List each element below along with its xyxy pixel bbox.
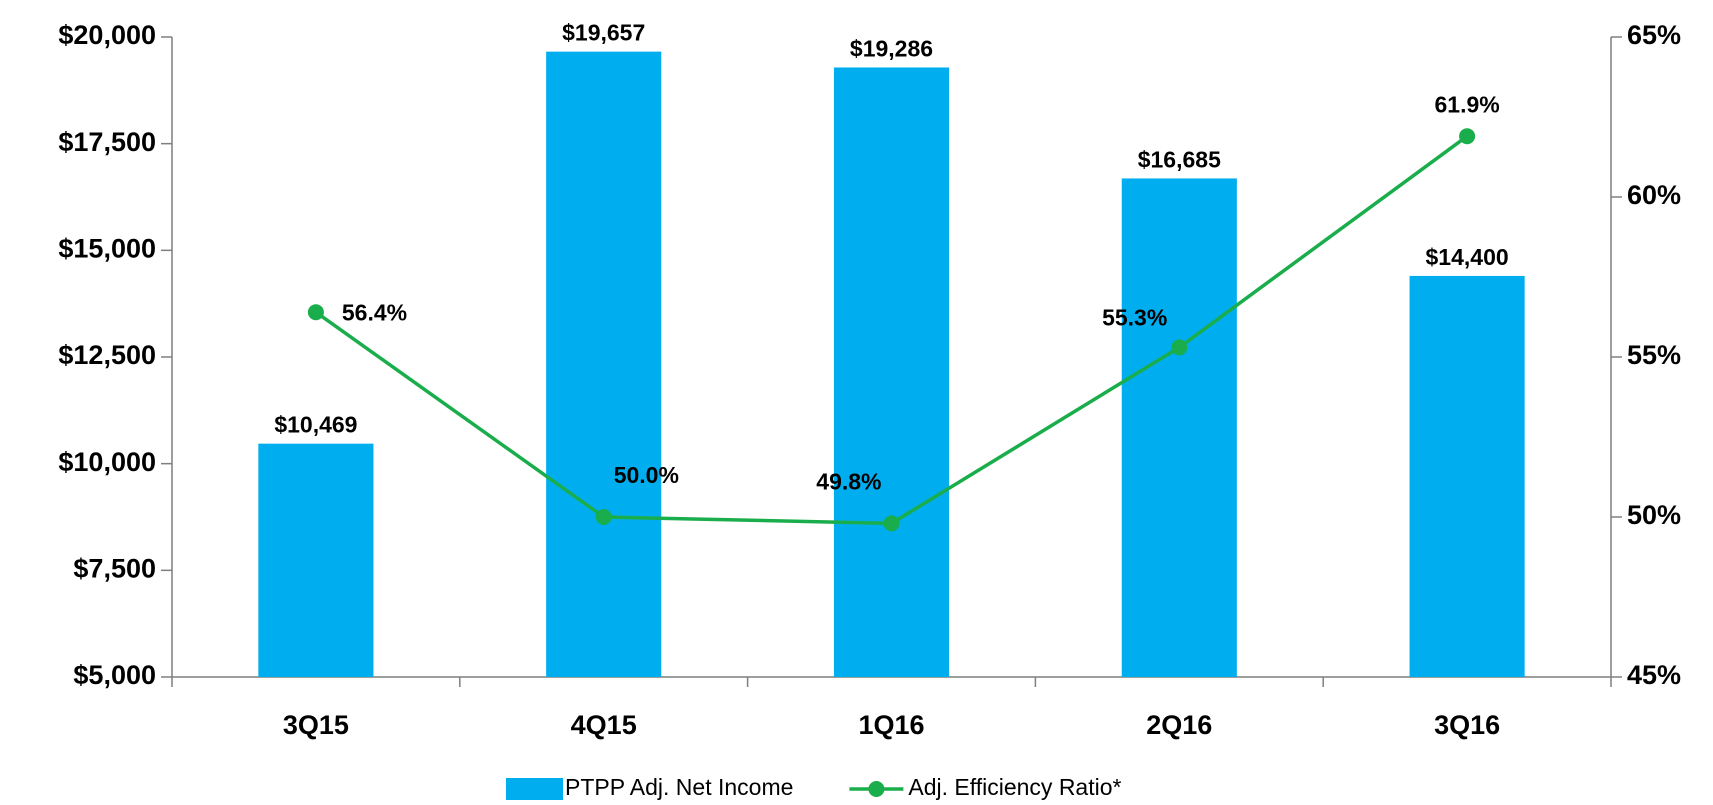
bar (1409, 275, 1525, 677)
y-tick-label: $17,500 (58, 127, 156, 157)
y-tick-label: $20,000 (58, 20, 156, 50)
y2-tick-label: 45% (1627, 660, 1681, 690)
bar-value-label: $10,469 (274, 412, 357, 438)
line-marker (1459, 128, 1476, 145)
bar (546, 51, 662, 678)
bar-value-label: $19,286 (850, 36, 933, 62)
bar-value-label: $16,685 (1138, 147, 1221, 173)
line-value-label: 49.8% (816, 468, 881, 494)
y-tick-label: $5,000 (73, 660, 156, 690)
x-tick-label: 3Q15 (283, 710, 349, 740)
line-marker (307, 304, 324, 321)
y2-tick-label: 65% (1627, 20, 1681, 50)
y-tick-label: $12,500 (58, 340, 156, 370)
bar (258, 443, 374, 677)
legend-swatch (868, 781, 885, 797)
x-tick-label: 2Q16 (1146, 710, 1212, 740)
line-marker (595, 509, 612, 525)
line-marker (1171, 339, 1188, 356)
legend-swatch (506, 778, 563, 800)
bar (1121, 178, 1237, 677)
legend-label: Adj. Efficiency Ratio* (908, 774, 1121, 800)
line-value-label: 50.0% (614, 462, 679, 488)
line-marker (883, 515, 900, 532)
y-tick-label: $15,000 (58, 233, 156, 263)
line-value-label: 55.3% (1102, 304, 1167, 330)
bar-value-label: $14,400 (1426, 244, 1509, 270)
y2-tick-label: 50% (1627, 500, 1681, 530)
line-value-label: 56.4% (342, 299, 407, 325)
bar (833, 67, 950, 678)
legend-label: PTPP Adj. Net Income (565, 774, 793, 800)
y-tick-label: $7,500 (73, 553, 156, 583)
y-tick-label: $10,000 (58, 447, 156, 477)
x-tick-label: 4Q15 (571, 710, 637, 740)
y2-tick-label: 60% (1627, 180, 1681, 210)
x-tick-label: 3Q16 (1434, 710, 1500, 740)
bar-value-label: $19,657 (562, 20, 645, 46)
y2-tick-label: 55% (1627, 340, 1681, 370)
line-value-label: 61.9% (1434, 91, 1499, 117)
x-tick-label: 1Q16 (858, 710, 924, 740)
